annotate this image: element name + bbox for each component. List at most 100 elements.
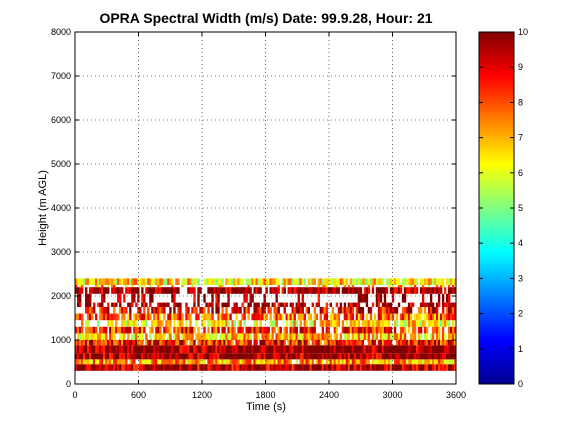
- heatmap-cell: [401, 320, 405, 327]
- heatmap-cell: [369, 313, 373, 321]
- heatmap-cell: [451, 287, 455, 294]
- heatmap-cell: [323, 340, 327, 346]
- heatmap-cell: [383, 359, 387, 365]
- heatmap-cell: [283, 353, 286, 360]
- y-tick-label: 1000: [51, 335, 71, 345]
- heatmap-cell: [245, 340, 248, 346]
- heatmap-cell: [387, 345, 391, 354]
- heatmap-cell: [351, 333, 355, 340]
- heatmap-cell: [273, 320, 276, 327]
- heatmap-cell: [439, 359, 443, 365]
- heatmap-cell: [425, 326, 429, 334]
- heatmap-cell: [419, 345, 423, 354]
- heatmap-cell: [89, 364, 92, 371]
- heatmap-cell: [145, 320, 148, 327]
- heatmap-cell: [283, 307, 286, 314]
- heatmap-cell: [317, 340, 320, 346]
- heatmap-cell: [323, 320, 327, 327]
- heatmap-cell: [275, 345, 278, 354]
- heatmap-cell: [317, 302, 320, 307]
- heatmap-cell: [339, 278, 343, 285]
- heatmap-cell: [261, 307, 264, 314]
- heatmap-cell: [451, 302, 455, 307]
- heatmap-cell: [129, 353, 132, 360]
- heatmap-cell: [437, 313, 441, 321]
- heatmap-cell: [219, 353, 222, 360]
- heatmap-cell: [299, 345, 302, 354]
- heatmap-cell: [261, 359, 264, 365]
- heatmap-cell: [243, 313, 246, 321]
- heatmap-cell: [181, 278, 184, 285]
- heatmap-cell: [89, 293, 92, 303]
- heatmap-cell: [241, 340, 244, 346]
- heatmap-cell: [207, 278, 210, 285]
- heatmap-cell: [131, 364, 134, 371]
- heatmap-cell: [207, 313, 210, 321]
- heatmap-cell: [165, 320, 168, 327]
- heatmap-cell: [201, 340, 204, 346]
- heatmap-cell: [187, 359, 190, 365]
- heatmap-cell: [397, 285, 401, 288]
- heatmap-cell: [377, 340, 381, 346]
- heatmap-cell: [151, 345, 154, 354]
- heatmap-cell: [221, 320, 224, 327]
- heatmap-cell: [379, 307, 383, 314]
- heatmap-cell: [205, 345, 208, 354]
- heatmap-cell: [139, 340, 142, 346]
- heatmap-cell: [277, 345, 280, 354]
- heatmap-cell: [275, 293, 278, 303]
- heatmap-cell: [85, 287, 88, 294]
- heatmap-cell: [339, 340, 343, 346]
- heatmap-cell: [81, 313, 84, 321]
- heatmap-cell: [259, 313, 262, 321]
- heatmap-cell: [379, 287, 383, 294]
- heatmap-cell: [307, 345, 310, 354]
- heatmap-cell: [387, 359, 391, 365]
- heatmap-cell: [429, 359, 433, 365]
- heatmap-cell: [379, 345, 383, 354]
- heatmap-cell: [371, 285, 375, 288]
- heatmap-cell: [121, 287, 124, 294]
- heatmap-cell: [259, 287, 262, 294]
- heatmap-cell: [183, 278, 186, 285]
- heatmap-cell: [409, 333, 413, 340]
- heatmap-cell: [75, 364, 78, 371]
- heatmap-cell: [447, 353, 451, 360]
- heatmap-cell: [359, 278, 363, 285]
- heatmap-cell: [343, 345, 347, 354]
- heatmap-cell: [357, 307, 361, 314]
- colorbar-tick-label: 2: [518, 309, 523, 319]
- heatmap-cell: [227, 320, 230, 327]
- heatmap-cell: [323, 333, 327, 340]
- heatmap-cell: [335, 333, 339, 340]
- heatmap-cell: [153, 364, 156, 371]
- heatmap-cell: [271, 302, 274, 307]
- heatmap-cell: [297, 287, 300, 294]
- heatmap-cell: [205, 302, 208, 307]
- heatmap-cell: [109, 320, 112, 327]
- y-tick-label: 5000: [51, 159, 71, 169]
- heatmap-cell: [185, 302, 188, 307]
- heatmap-cell: [193, 302, 196, 307]
- heatmap-cell: [271, 278, 274, 285]
- heatmap-cell: [287, 345, 290, 354]
- heatmap-cell: [99, 287, 102, 294]
- heatmap-cell: [319, 359, 322, 365]
- heatmap-cell: [351, 340, 355, 346]
- heatmap-cell: [265, 364, 268, 371]
- heatmap-cell: [359, 359, 363, 365]
- heatmap-cell: [261, 278, 264, 285]
- heatmap-cell: [325, 340, 329, 346]
- heatmap-cell: [117, 359, 120, 365]
- heatmap-cell: [343, 287, 347, 294]
- heatmap-cell: [277, 359, 280, 365]
- heatmap-cell: [221, 313, 224, 321]
- heatmap-cell: [211, 345, 214, 354]
- heatmap-cell: [197, 302, 200, 307]
- heatmap-cell: [435, 326, 439, 334]
- heatmap-cell: [325, 359, 329, 365]
- heatmap-cell: [253, 364, 256, 371]
- heatmap-cell: [303, 287, 306, 294]
- heatmap-cell: [367, 359, 371, 365]
- heatmap-cell: [297, 333, 300, 340]
